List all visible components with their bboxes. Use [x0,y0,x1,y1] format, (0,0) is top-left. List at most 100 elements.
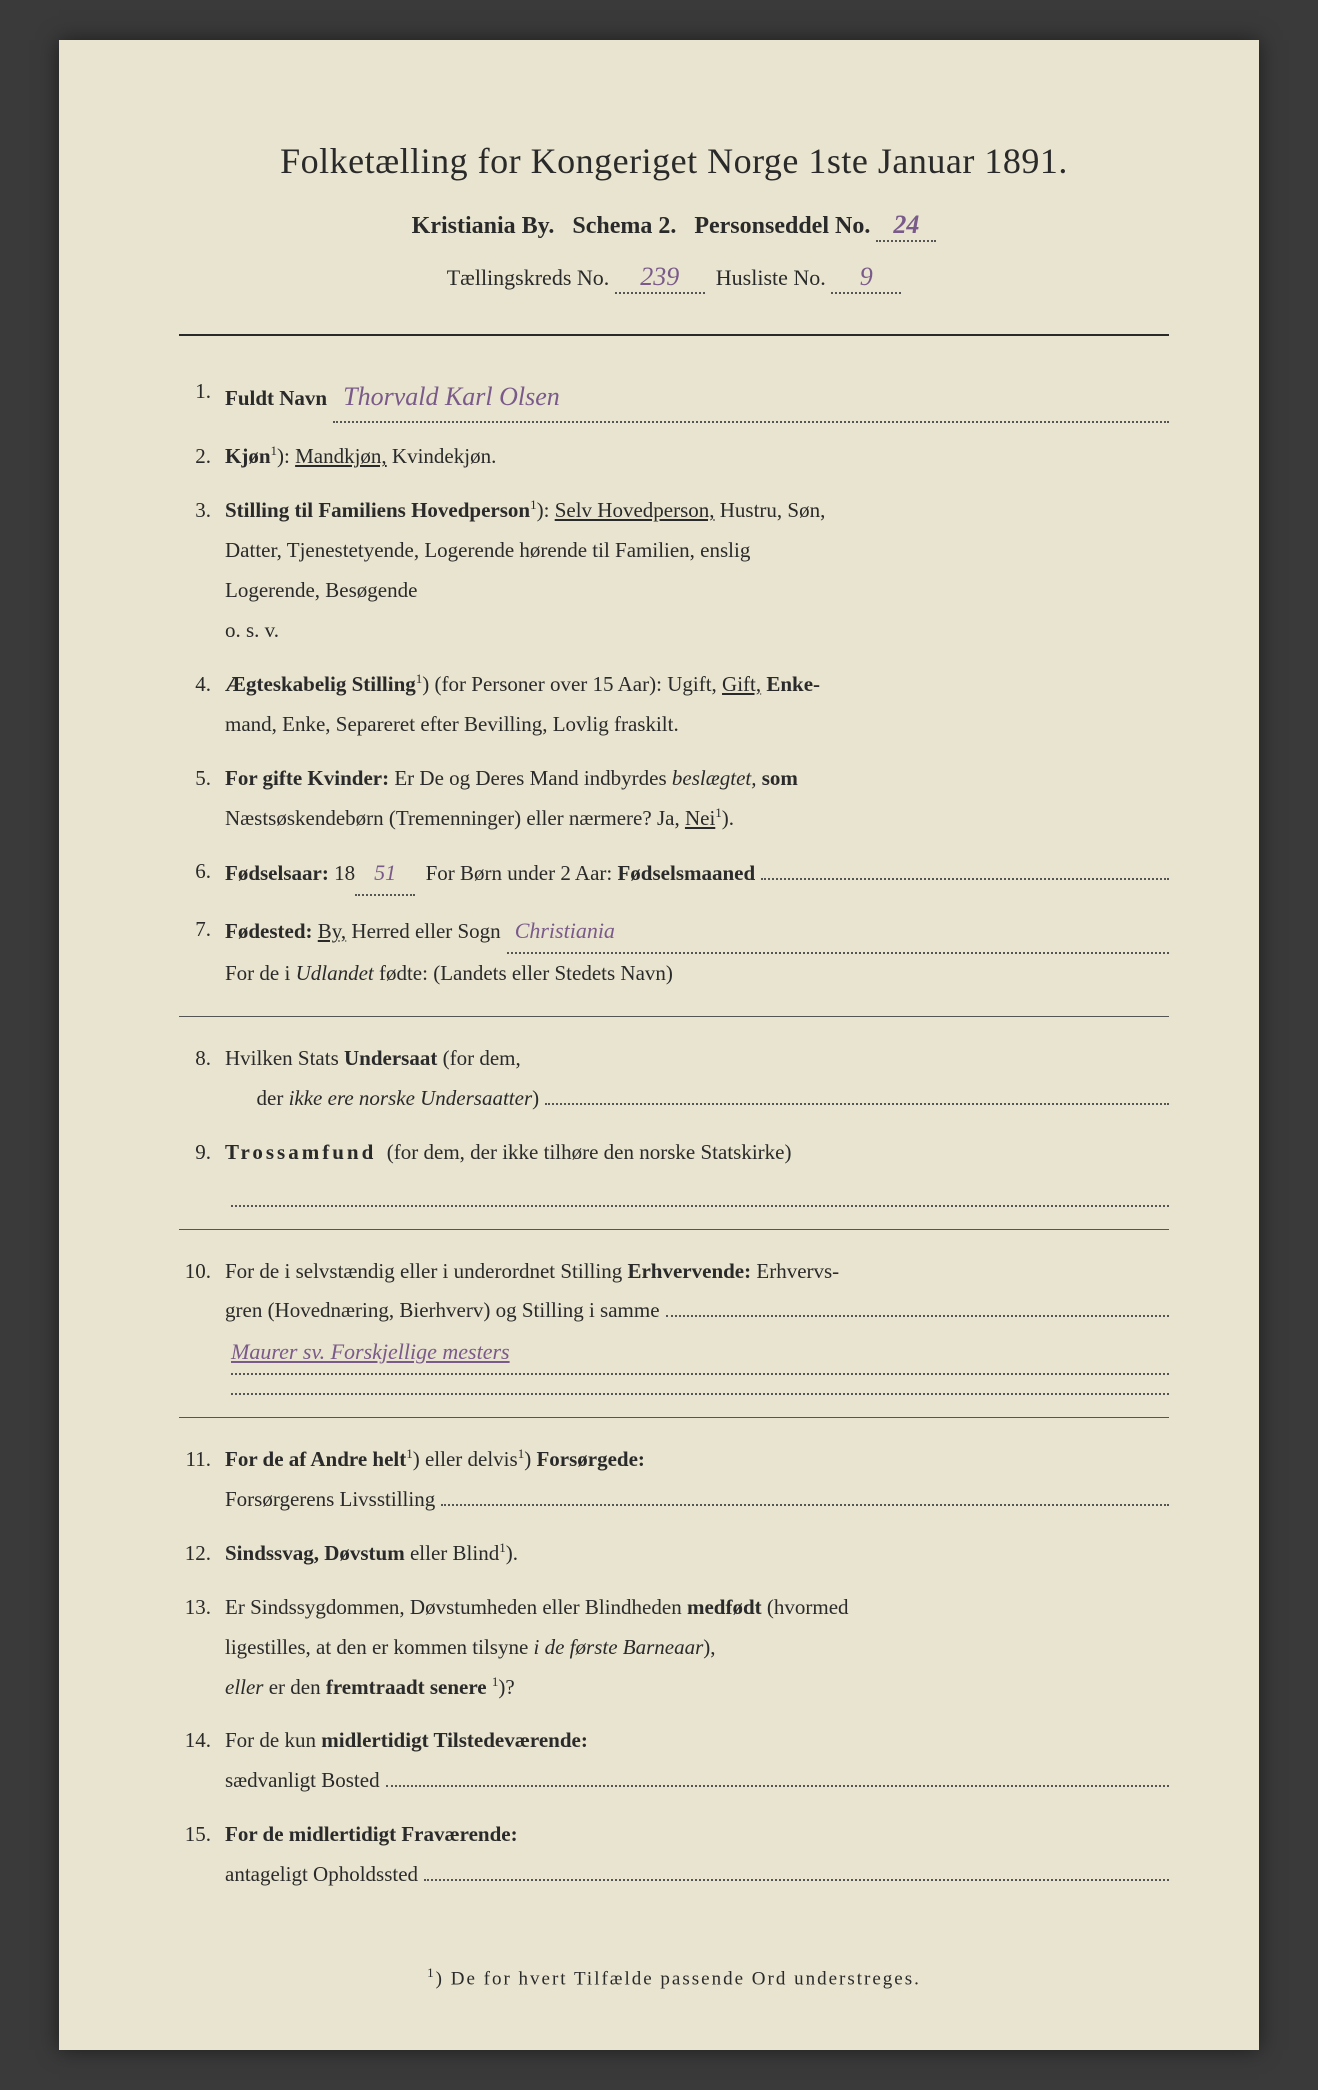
item-13: 13. Er Sindssygdommen, Døvstumheden elle… [179,1588,1169,1708]
seddel-label: Personseddel No. [694,213,870,239]
num: 8. [179,1039,225,1119]
blank [386,1767,1169,1787]
prefix: 18 [334,854,355,894]
num: 7. [179,910,225,994]
label: Undersaat [344,1046,437,1070]
num: 13. [179,1588,225,1708]
txt3: gren (Hovednæring, Bierhverv) og Stillin… [225,1291,660,1331]
kreds-no: 239 [615,262,705,294]
txt2: (for dem, [443,1046,521,1070]
blank [231,1375,1169,1395]
txt: For Børn under 2 Aar: [426,854,613,894]
txt: Herred eller Sogn [351,912,500,952]
txt-i: i de første Barneaar [534,1635,704,1659]
txt: For de kun [225,1728,316,1752]
item-2: 2. Kjøn1): Mandkjøn, Kvindekjøn. [179,437,1169,477]
opt-rest3: Logerende, Besøgende [225,578,417,602]
txt: eller Blind [410,1541,499,1565]
opt-self: Selv Hovedperson, [555,498,715,522]
husliste-label: Husliste No. [716,265,826,290]
txt-b: som [762,766,798,790]
husliste-no: 9 [831,262,901,294]
form-items: 1. Fuldt Navn Thorvald Karl Olsen 2. Kjø… [179,372,1169,1895]
num: 15. [179,1815,225,1895]
opt-male: Mandkjøn, [295,444,387,468]
blank [424,1861,1169,1881]
item-3: 3. Stilling til Familiens Hovedperson1):… [179,491,1169,651]
txt: For de af Andre helt [225,1447,406,1471]
birthplace: Christiania [507,910,1169,954]
num: 3. [179,491,225,651]
num: 6. [179,852,225,896]
label: medfødt [687,1595,762,1619]
opt-nei: Nei [685,806,715,830]
opt-gift: Gift, [722,672,761,696]
opt-by: By, [318,912,346,952]
full-name-value: Thorvald Karl Olsen [333,372,1169,423]
label: midlertidigt Tilstedeværende: [321,1728,588,1752]
item-9-blank [179,1187,1169,1207]
label: Fødselsaar: [225,854,329,894]
thin-divider [179,1229,1169,1230]
num: 14. [179,1721,225,1801]
subtitle-line: Kristiania By. Schema 2. Personseddel No… [179,210,1169,242]
census-form-page: Folketælling for Kongeriget Norge 1ste J… [59,40,1259,2050]
blank [545,1085,1169,1105]
label: Ægteskabelig Stilling [225,672,416,696]
opt-rest4: o. s. v. [225,618,279,642]
txt3: ligestilles, at den er kommen tilsyne [225,1635,528,1659]
label: Trossamfund [225,1140,376,1164]
label: Forsørgede: [536,1447,644,1471]
txt-i: beslægtet, [672,766,757,790]
occupation: Maurer sv. Forskjellige mesters [231,1331,1169,1375]
label2: Fødselsmaaned [617,854,755,894]
txt2: For de i [225,961,290,985]
txt4: er den [269,1675,321,1699]
item-12: 12. Sindssvag, Døvstum eller Blind1). [179,1534,1169,1574]
num: 2. [179,437,225,477]
num: 9. [179,1133,225,1173]
txt2: Næstsøskendebørn (Tremenninger) eller næ… [225,806,680,830]
footnote: 1) De for hvert Tilfælde passende Ord un… [179,1965,1169,1990]
label: Erhvervende: [627,1259,751,1283]
num: 1. [179,372,225,423]
thin-divider [179,1417,1169,1418]
item-5: 5. For gifte Kvinder: Er De og Deres Man… [179,759,1169,839]
txt: Er Sindssygdommen, Døvstumheden eller Bl… [225,1595,682,1619]
divider [179,334,1169,336]
opt-rest1: Hustru, Søn, [720,498,826,522]
item-4: 4. Ægteskabelig Stilling1) (for Personer… [179,665,1169,745]
label: Sindssvag, Døvstum [225,1541,405,1565]
blank [666,1297,1169,1317]
txt: Er De og Deres Mand indbyrdes [394,766,666,790]
txt-i: ikke ere norske Undersaatter [289,1079,533,1119]
label: Kjøn [225,444,271,468]
num: 4. [179,665,225,745]
item-11: 11. For de af Andre helt1) eller delvis1… [179,1440,1169,1520]
txt3: der [257,1079,284,1119]
item-15: 15. For de midlertidigt Fraværende: anta… [179,1815,1169,1895]
txt2: (hvormed [767,1595,849,1619]
label: Fødested: [225,912,313,952]
label2: fremtraadt senere [326,1675,487,1699]
txt-i: Udlandet [296,961,374,985]
item-8: 8. Hvilken Stats Undersaat (for dem, der… [179,1039,1169,1119]
label: For gifte Kvinder: [225,766,389,790]
txt2: eller delvis [425,1447,518,1471]
txt2: Enke- [766,672,820,696]
item-6: 6. Fødselsaar: 18 51 For Børn under 2 Aa… [179,852,1169,896]
txt-i2: eller [225,1675,263,1699]
num: 10. [179,1252,225,1396]
txt3: Forsørgerens Livsstilling [225,1480,435,1520]
txt3: fødte: (Landets eller Stedets Navn) [379,961,673,985]
birthyear: 51 [355,852,415,896]
num: 12. [179,1534,225,1574]
label: midlertidigt Fraværende: [289,1822,518,1846]
item-1: 1. Fuldt Navn Thorvald Karl Olsen [179,372,1169,423]
opt-rest2: Datter, Tjenestetyende, Logerende hørend… [225,538,750,562]
blank [441,1486,1169,1506]
txt2: sædvanligt Bosted [225,1761,380,1801]
txt: For de i selvstændig eller i underordnet… [225,1259,622,1283]
item-7: 7. Fødested: By, Herred eller Sogn Chris… [179,910,1169,994]
footnote-text: ) De for hvert Tilfælde passende Ord und… [436,1968,921,1989]
